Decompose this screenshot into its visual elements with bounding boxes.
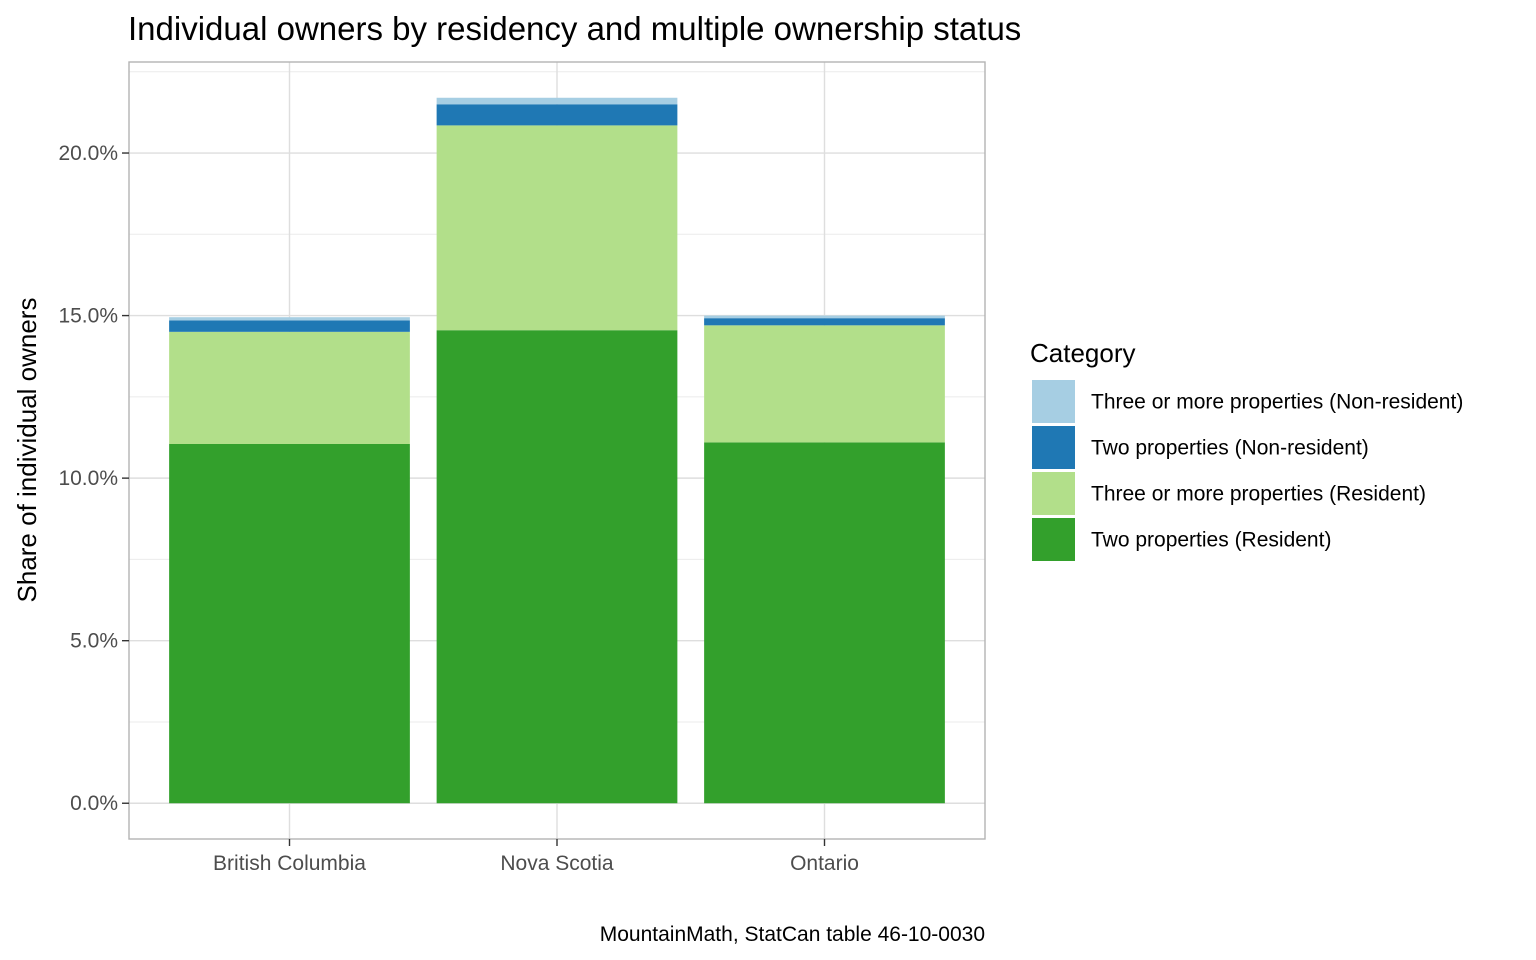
bar-segment bbox=[169, 317, 410, 321]
x-axis: British Columbia Nova Scotia Ontario bbox=[213, 839, 859, 875]
legend-swatch bbox=[1032, 518, 1075, 561]
legend-swatch bbox=[1032, 472, 1075, 515]
y-tick-label: 10.0% bbox=[58, 467, 118, 490]
bar-segment bbox=[436, 104, 678, 126]
y-tick-label: 15.0% bbox=[58, 305, 118, 328]
legend: Category Three or more properties (Non-r… bbox=[1030, 338, 1463, 561]
y-axis-title: Share of individual owners bbox=[12, 298, 42, 603]
y-tick-label: 0.0% bbox=[70, 792, 118, 815]
bar-segment bbox=[704, 318, 945, 326]
bars bbox=[169, 97, 945, 804]
chart-title: Individual owners by residency and multi… bbox=[128, 10, 1021, 47]
y-axis: 0.0% 5.0% 10.0% 15.0% 20.0% bbox=[58, 142, 129, 815]
bar-segment bbox=[704, 315, 945, 319]
bar-segment bbox=[436, 125, 678, 331]
legend-label: Three or more properties (Resident) bbox=[1091, 483, 1426, 506]
bar-segment bbox=[704, 325, 945, 443]
legend-title: Category bbox=[1030, 338, 1136, 368]
bar-segment bbox=[704, 442, 945, 804]
bar-segment bbox=[436, 330, 678, 804]
chart-caption: MountainMath, StatCan table 46-10-0030 bbox=[600, 923, 985, 946]
bar-segment bbox=[169, 331, 410, 444]
x-tick-label: Ontario bbox=[790, 852, 859, 875]
legend-label: Three or more properties (Non-resident) bbox=[1091, 391, 1463, 414]
bar-segment bbox=[169, 320, 410, 332]
legend-swatch bbox=[1032, 426, 1075, 469]
x-tick-label: British Columbia bbox=[213, 852, 366, 875]
bar-segment bbox=[436, 97, 678, 105]
legend-label: Two properties (Resident) bbox=[1091, 529, 1331, 552]
bar-segment bbox=[169, 443, 410, 804]
legend-swatch bbox=[1032, 380, 1075, 423]
y-tick-label: 20.0% bbox=[58, 142, 118, 165]
legend-label: Two properties (Non-resident) bbox=[1091, 437, 1369, 460]
x-tick-label: Nova Scotia bbox=[500, 852, 614, 875]
y-tick-label: 5.0% bbox=[70, 630, 118, 653]
